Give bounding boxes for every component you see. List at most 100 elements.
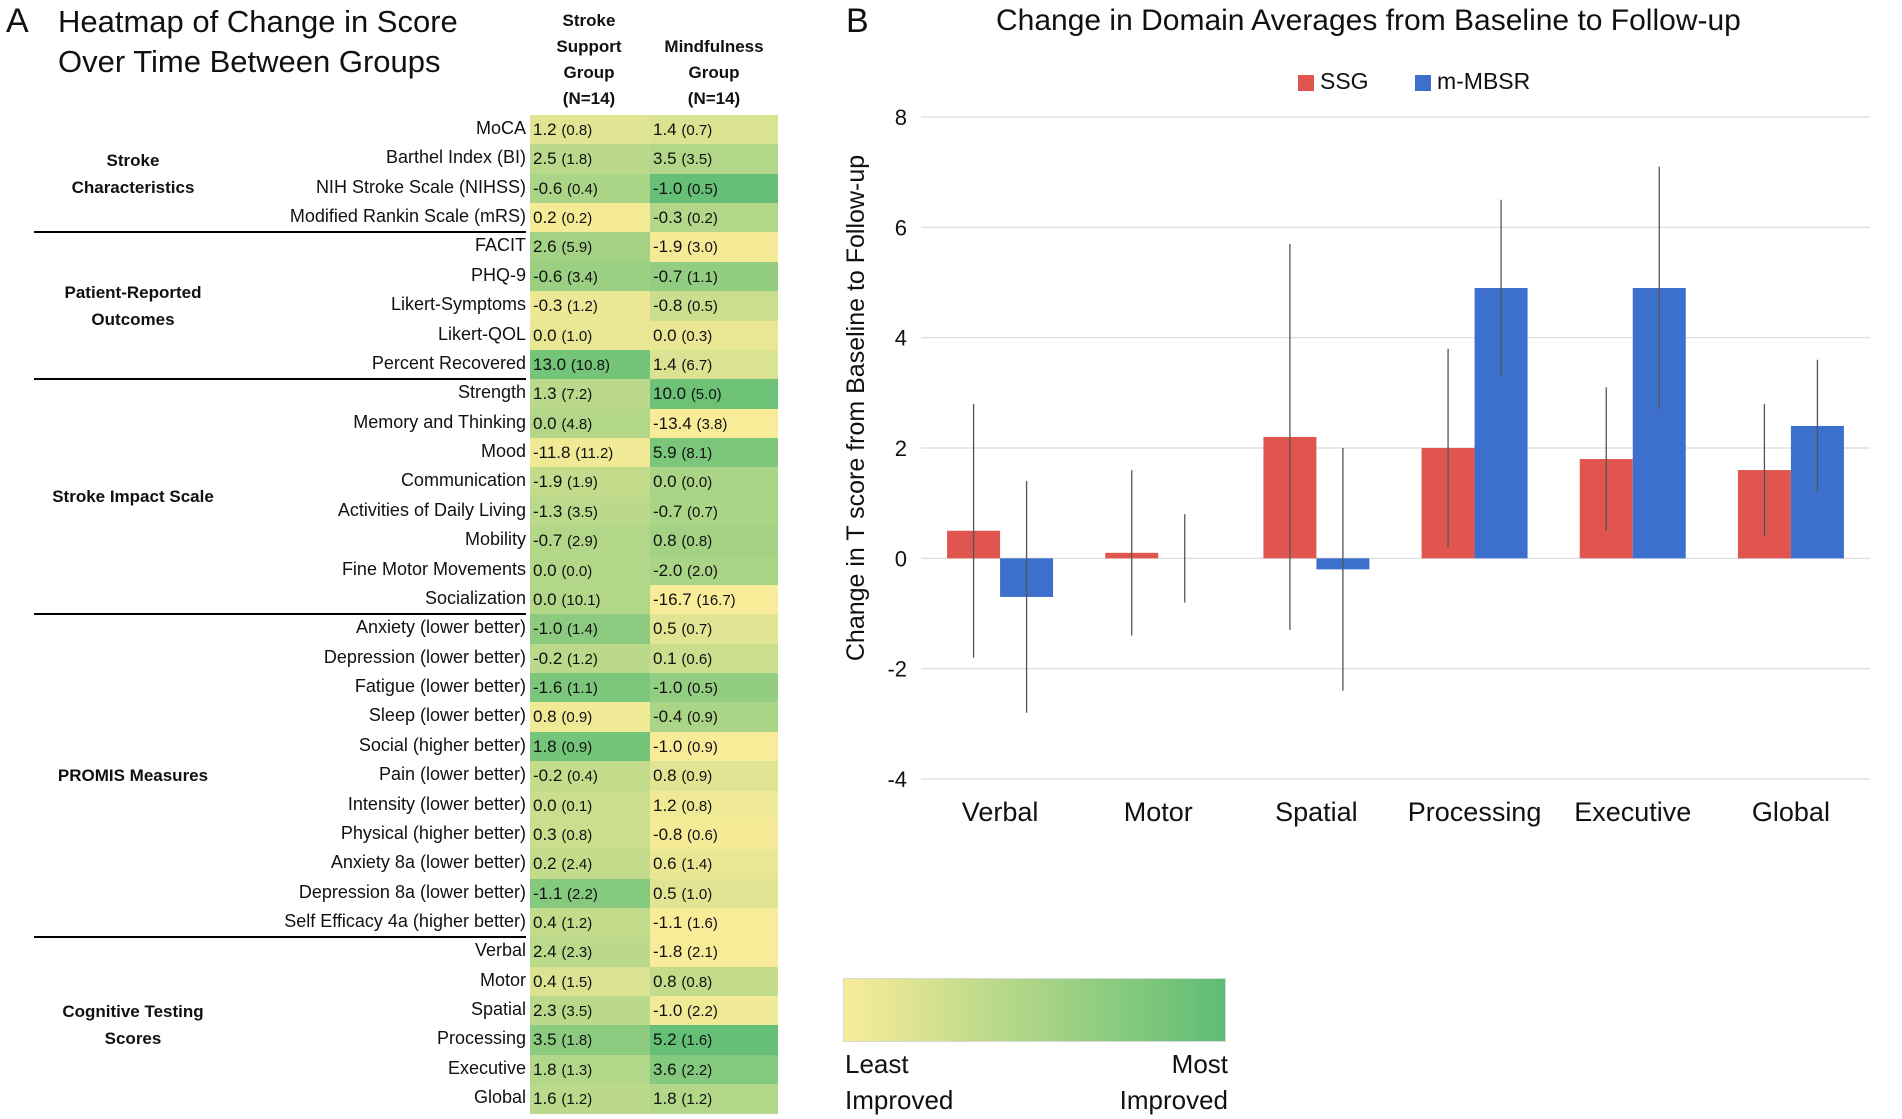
heatmap-cell-ssg: 0.8 (0.9)	[530, 702, 650, 733]
heatmap-row-label: Physical (higher better)	[340, 822, 526, 843]
heatmap-cell-mindfulness: -2.0 (2.0)	[650, 555, 778, 586]
cell-sd: (1.2)	[561, 1091, 593, 1109]
heatmap-cell-mindfulness: 0.0 (0.0)	[650, 467, 778, 498]
heatmap-cell-ssg: 2.6 (5.9)	[530, 232, 650, 263]
cell-value: 0.8	[653, 531, 682, 551]
cell-sd: (1.4)	[567, 621, 598, 639]
cell-value: -1.1	[533, 883, 568, 903]
group-label: PROMIS Measures	[2, 762, 264, 789]
cell-sd: (0.8)	[561, 122, 593, 139]
group-label-line: Cognitive Testing	[62, 1002, 204, 1022]
cell-value: 1.2	[533, 120, 562, 139]
cell-value: -1.9	[653, 237, 688, 257]
cell-value: 0.0	[653, 472, 682, 492]
col-header-mindfulness: Mindfulness Group (N=14)	[650, 34, 778, 112]
y-tick-label: 2	[895, 436, 907, 461]
heatmap-cell-mindfulness: 0.0 (0.3)	[650, 320, 778, 351]
cell-value: 3.6	[653, 1059, 682, 1079]
cell-sd: (2.9)	[567, 533, 598, 551]
cell-sd: (3.5)	[561, 1003, 593, 1021]
heatmap-cell-ssg: 1.6 (1.2)	[530, 1084, 650, 1115]
cell-value: 1.3	[533, 384, 562, 404]
group-label-line: Stroke Impact Scale	[52, 487, 214, 507]
heatmap-cell-ssg: 0.0 (0.0)	[530, 555, 650, 586]
heatmap-row-label: Fatigue (lower better)	[354, 676, 526, 697]
cell-value: 0.5	[653, 883, 682, 903]
heatmap-cell-mindfulness: 0.5 (1.0)	[650, 878, 778, 909]
cell-value: -1.6	[533, 678, 568, 698]
x-tick-label: Verbal	[962, 797, 1039, 827]
heatmap-cell-mindfulness: 0.5 (0.7)	[650, 614, 778, 645]
heatmap-row-label: Modified Rankin Scale (mRS)	[289, 206, 526, 227]
y-tick-label: 8	[895, 105, 907, 130]
heatmap-cell-ssg: 0.4 (1.2)	[530, 907, 650, 938]
heatmap-row-label: Processing	[436, 1028, 526, 1049]
heatmap-cell-ssg: 0.4 (1.5)	[530, 966, 650, 997]
cell-value: -1.9	[533, 472, 568, 492]
heatmap-row-label: Intensity (lower better)	[347, 793, 526, 814]
heatmap-cell-ssg: 0.0 (4.8)	[530, 408, 650, 439]
heatmap-row-label: MoCA	[475, 118, 526, 138]
heatmap-row-label: Depression 8a (lower better)	[298, 881, 526, 902]
cell-value: -1.8	[653, 942, 688, 962]
chart-title: Change in Domain Averages from Baseline …	[996, 4, 1741, 37]
heatmap-row-label: Mood	[480, 441, 526, 462]
heatmap-title: Heatmap of Change in Score Over Time Bet…	[58, 2, 458, 82]
heatmap-cell-mindfulness: 0.1 (0.6)	[650, 643, 778, 674]
cell-value: 2.5	[533, 149, 562, 169]
heatmap-cell-mindfulness: -0.4 (0.9)	[650, 702, 778, 733]
heatmap-cell-mindfulness: 0.8 (0.8)	[650, 966, 778, 997]
heatmap-row-label: Social (higher better)	[358, 734, 526, 755]
cell-sd: (0.7)	[681, 122, 713, 139]
heatmap-cell-mindfulness: -0.7 (1.1)	[650, 261, 778, 292]
cell-sd: (2.0)	[687, 562, 718, 580]
cell-value: -0.2	[533, 648, 568, 668]
cell-value: -11.8	[533, 443, 576, 463]
heatmap-cell-ssg: -1.3 (3.5)	[530, 496, 650, 527]
cell-value: 0.4	[533, 912, 562, 932]
heatmap-row-label: FACIT	[474, 235, 526, 256]
cell-value: 0.0	[533, 413, 562, 433]
heatmap-row-label: Memory and Thinking	[353, 411, 526, 432]
heatmap-cell-ssg: 13.0 (10.8)	[530, 349, 650, 380]
heatmap-row-label: Mobility	[464, 529, 526, 550]
legend-label-ssg: SSG	[1320, 68, 1369, 94]
heatmap-cell-ssg: -1.1 (2.2)	[530, 878, 650, 909]
group-label-line: Outcomes	[91, 309, 175, 329]
y-tick-label: 0	[895, 546, 907, 571]
cell-sd: (1.0)	[561, 327, 593, 345]
col-header-line: Mindfulness	[664, 37, 764, 56]
cell-sd: (1.0)	[681, 885, 713, 903]
heatmap-cell-ssg: -0.7 (2.9)	[530, 526, 650, 557]
cell-sd: (0.9)	[561, 738, 593, 756]
cell-sd: (0.8)	[681, 973, 713, 991]
cell-value: 5.9	[653, 443, 682, 463]
heatmap-row-label: Likert-QOL	[437, 323, 526, 344]
cell-sd: (6.7)	[681, 356, 713, 374]
x-tick-label: Motor	[1124, 797, 1193, 827]
heatmap-cell-mindfulness: -1.0 (0.5)	[650, 173, 778, 204]
cell-value: 0.8	[533, 707, 562, 727]
cell-value: 0.1	[653, 648, 682, 668]
cell-sd: (0.8)	[681, 797, 713, 815]
cell-sd: (0.4)	[567, 180, 598, 198]
bar-chart: -4 -2 0 2 4 6 8 Change in T score from Baseline…	[842, 105, 1870, 827]
cell-sd: (3.0)	[687, 239, 718, 257]
cell-sd: (0.0)	[681, 474, 713, 492]
heatmap-row-label: Activities of Daily Living	[337, 499, 526, 520]
heatmap-cell-mindfulness: -1.0 (0.5)	[650, 673, 778, 703]
y-axis-label: Change in T score from Baseline to Follo…	[842, 155, 870, 661]
heatmap-cell-mindfulness: 1.4 (6.7)	[650, 349, 778, 380]
cell-sd: (0.5)	[687, 298, 718, 316]
heatmap-cell-mindfulness: 5.9 (8.1)	[650, 438, 778, 469]
col-header-line: (N=14)	[562, 89, 616, 108]
y-tick-label: 6	[895, 215, 907, 240]
heatmap-row-label: Spatial	[470, 999, 526, 1020]
heatmap-cell-mindfulness: -1.0 (2.2)	[650, 996, 778, 1027]
cell-value: 1.8	[533, 1059, 562, 1079]
heatmap-row-label: Anxiety (lower better)	[355, 617, 526, 638]
heatmap-cell-mindfulness: 3.5 (3.5)	[650, 144, 778, 175]
heatmap-title-line2: Over Time Between Groups	[58, 44, 441, 79]
color-scale-bar	[843, 978, 1226, 1042]
x-tick-label: Global	[1752, 797, 1830, 827]
